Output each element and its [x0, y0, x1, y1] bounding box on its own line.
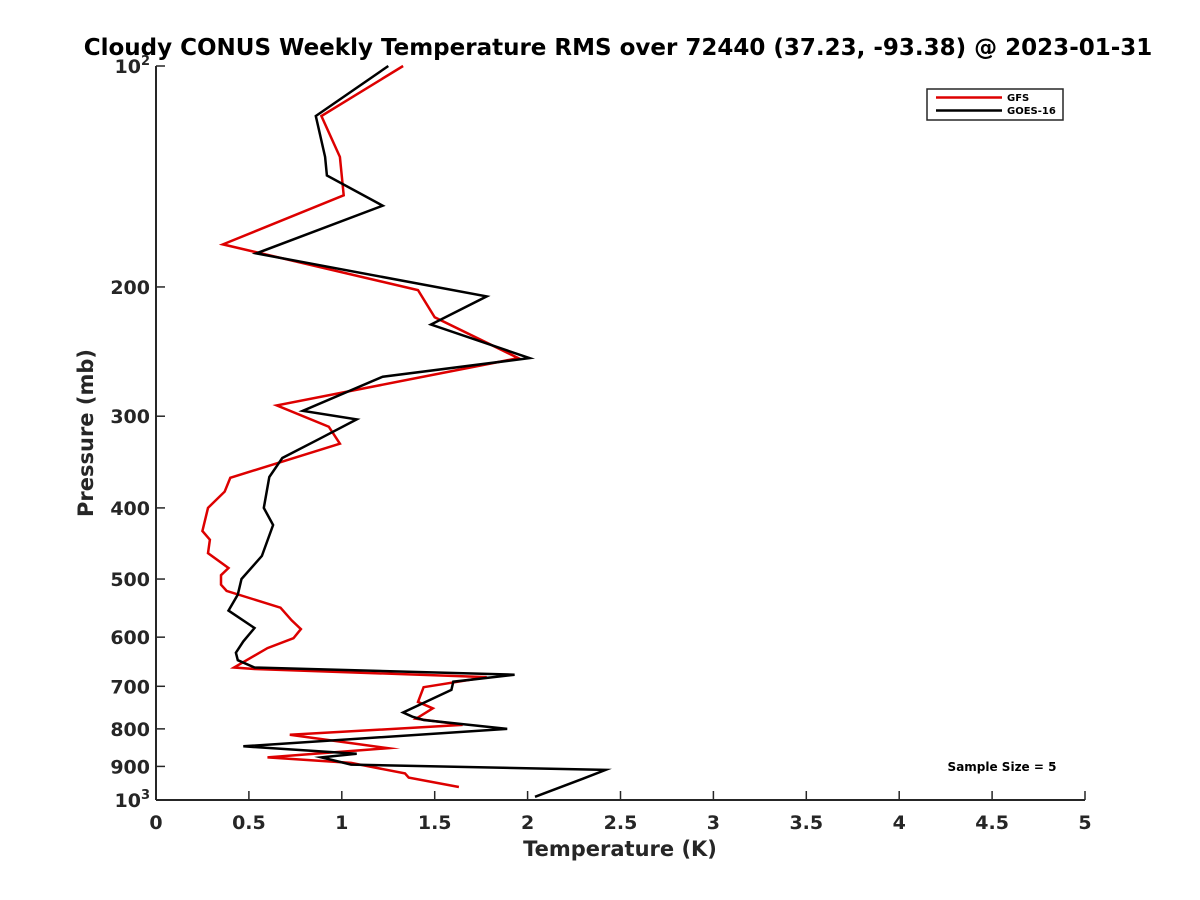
y-tick-label: 900 — [110, 756, 150, 778]
x-tick-label: 3 — [707, 812, 720, 834]
x-tick-label: 2 — [521, 812, 534, 834]
x-tick-label: 1 — [335, 812, 348, 834]
x-tick-label: 4.5 — [975, 812, 1009, 834]
y-tick-label: 400 — [110, 498, 150, 520]
y-tick-label: 103 — [115, 788, 151, 812]
x-axis-label: Temperature (K) — [523, 837, 717, 861]
x-tick-label: 5 — [1078, 812, 1091, 834]
y-tick-label: 200 — [110, 277, 150, 299]
y-axis-label: Pressure (mb) — [74, 349, 98, 517]
x-tick-label: 3.5 — [789, 812, 823, 834]
series-line-goes-16 — [226, 64, 612, 798]
legend-label-gfs: GFS — [1007, 93, 1029, 104]
y-tick-label: 600 — [110, 627, 150, 649]
x-tick-label: 0.5 — [232, 812, 266, 834]
x-tick-label: 2.5 — [604, 812, 638, 834]
y-tick-label: 700 — [110, 676, 150, 698]
y-tick-label: 300 — [110, 406, 150, 428]
legend-label-goes-16: GOES-16 — [1007, 106, 1056, 117]
series-layer — [201, 64, 612, 798]
y-tick-label: 800 — [110, 719, 150, 741]
chart-title: Cloudy CONUS Weekly Temperature RMS over… — [84, 35, 1153, 61]
x-tick-label: 1.5 — [418, 812, 452, 834]
legend: GFS GOES-16 — [926, 88, 1064, 121]
plot-axes: 0 0.5 1 1.5 2 2.5 3 3.5 4 4.5 5 102 200 300 400 500 600 7… — [110, 54, 1091, 834]
x-tick-label: 0 — [149, 812, 162, 834]
legend-box — [926, 88, 1064, 121]
y-tick-label: 102 — [115, 54, 151, 78]
x-tick-label: 4 — [893, 812, 906, 834]
y-tick-label: 500 — [110, 569, 150, 591]
sample-size-note: Sample Size = 5 — [948, 760, 1057, 774]
